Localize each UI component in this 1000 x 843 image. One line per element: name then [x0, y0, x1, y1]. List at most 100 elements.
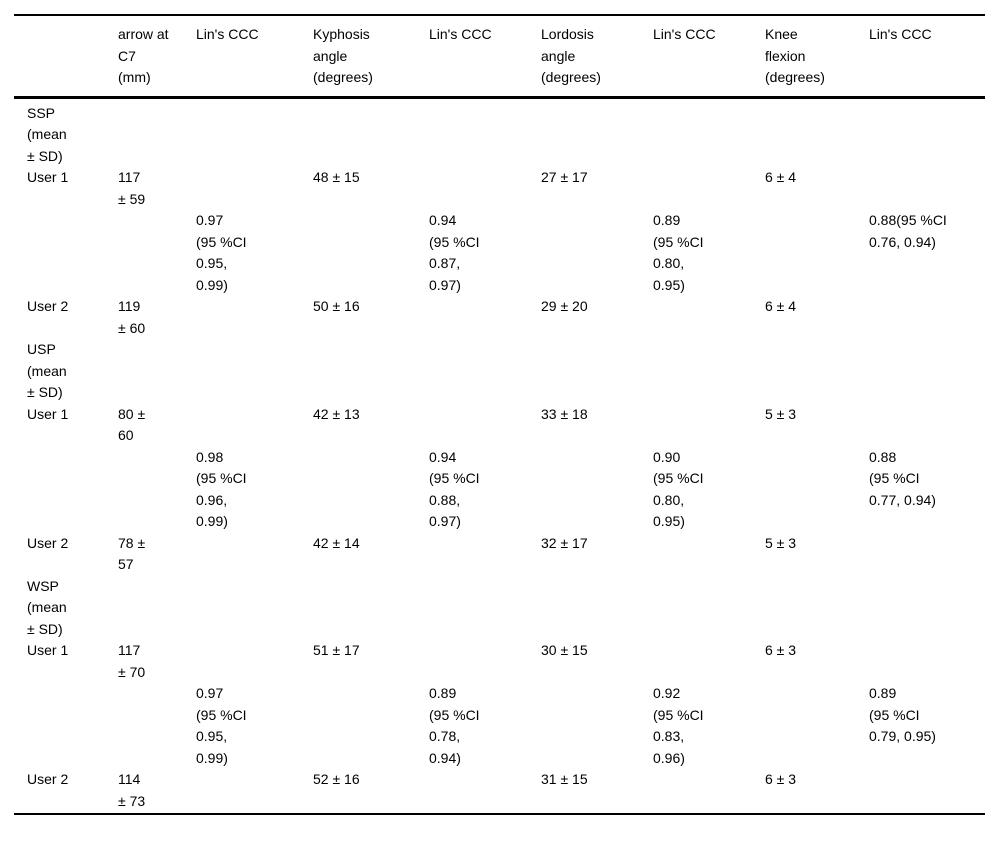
header-cell-lins-ccc-3: Lin's CCC	[653, 26, 716, 42]
table-cell: 6 ± 4	[765, 298, 797, 314]
table-cell: 0.90 (95 %CI 0.80, 0.95)	[653, 448, 704, 530]
table-cell	[869, 769, 985, 814]
table-cell	[196, 640, 313, 683]
table-cell	[118, 97, 196, 167]
table-cell: 6 ± 4	[765, 169, 797, 185]
header-cell-lins-ccc-1: Lin's CCC	[196, 26, 259, 42]
table-cell	[313, 97, 429, 167]
table-cell: 6 ± 3	[765, 771, 797, 787]
table-cell: 29 ± 20	[541, 298, 588, 314]
table-cell	[429, 576, 541, 641]
table-cell	[429, 640, 541, 683]
table-cell	[869, 97, 985, 167]
table-cell: 51 ± 17	[313, 642, 360, 658]
table-cell	[869, 339, 985, 404]
table-cell	[196, 97, 313, 167]
row-label-cell: SSP (mean ± SD)	[27, 104, 67, 164]
table-cell: 0.89 (95 %CI 0.79, 0.95)	[869, 685, 936, 744]
table-cell	[653, 97, 765, 167]
row-label-cell: User 1	[27, 642, 69, 658]
table-cell	[765, 97, 869, 167]
table-cell	[541, 683, 653, 769]
table-row: User 1 80 ± 60 42 ± 13 33 ± 18 5 ± 3	[14, 404, 985, 447]
table-cell	[541, 447, 653, 533]
table-cell: 0.88 (95 %CI 0.77, 0.94)	[869, 448, 936, 508]
table-cell	[653, 769, 765, 814]
table-cell	[869, 640, 985, 683]
table-cell	[429, 296, 541, 339]
row-label-cell	[14, 683, 118, 769]
table-cell: 42 ± 14	[313, 534, 360, 551]
table-cell	[653, 296, 765, 339]
table-cell	[118, 447, 196, 533]
table-cell: 0.94 (95 %CI 0.87, 0.97)	[429, 212, 480, 293]
table-cell	[196, 296, 313, 339]
table-cell: 5 ± 3	[765, 534, 797, 551]
table-cell: 33 ± 18	[541, 405, 588, 422]
table-cell: 50 ± 16	[313, 298, 360, 314]
table-cell	[653, 404, 765, 447]
table-cell	[118, 576, 196, 641]
table-cell: 0.94 (95 %CI 0.88, 0.97)	[429, 448, 480, 530]
table-cell	[196, 533, 313, 576]
table-cell	[869, 576, 985, 641]
table-cell	[118, 210, 196, 296]
table-cell	[541, 97, 653, 167]
table-cell	[313, 447, 429, 533]
table-cell	[196, 576, 313, 641]
table-row: User 2 114 ± 73 52 ± 16 31 ± 15 6 ± 3	[14, 769, 985, 814]
table-cell: 32 ± 17	[541, 534, 588, 551]
table-cell: 78 ± 57	[118, 534, 146, 573]
table-cell	[429, 339, 541, 404]
table-cell	[765, 576, 869, 641]
table-row: User 2 119 ± 60 50 ± 16 29 ± 20 6 ± 4	[14, 296, 985, 339]
table-cell	[313, 210, 429, 296]
table-cell	[429, 533, 541, 576]
header-cell-lins-ccc-2: Lin's CCC	[429, 26, 492, 42]
table-cell: 0.97 (95 %CI 0.95, 0.99)	[196, 212, 247, 293]
table-cell	[653, 640, 765, 683]
table-cell: 6 ± 3	[765, 642, 797, 658]
table-row: 0.98 (95 %CI 0.96, 0.99) 0.94 (95 %CI 0.8…	[14, 447, 985, 533]
table-cell	[118, 683, 196, 769]
table-cell: 117 ± 70	[118, 642, 146, 680]
table-cell	[765, 683, 869, 769]
table-cell: 117 ± 59	[118, 169, 146, 207]
table-cell: 0.98 (95 %CI 0.96, 0.99)	[196, 448, 247, 530]
table-cell	[869, 404, 985, 447]
row-label-cell: User 2	[27, 298, 69, 314]
table-cell	[541, 210, 653, 296]
table-cell: 80 ± 60	[118, 405, 146, 444]
header-cell-lordosis-angle: Lordosis angle (degrees)	[541, 26, 601, 85]
table-cell: 119 ± 60	[118, 298, 146, 336]
table-cell	[869, 533, 985, 576]
table-cell	[869, 167, 985, 210]
row-label-cell: User 2	[27, 771, 69, 787]
table-body: SSP (mean ± SD) User 1 117 ± 59 48 ± 15 27 ±…	[14, 97, 985, 814]
table-cell	[765, 210, 869, 296]
table-row: User 2 78 ± 57 42 ± 14 32 ± 17 5 ± 3	[14, 533, 985, 576]
results-table: arrow at C7 (mm) Lin's CCC Kyphosis angl…	[14, 14, 985, 815]
table-cell	[429, 769, 541, 814]
table-cell	[653, 533, 765, 576]
table-cell: 0.88(95 %CI 0.76, 0.94)	[869, 212, 947, 250]
table-row: 0.97 (95 %CI 0.95, 0.99) 0.94 (95 %CI 0.8…	[14, 210, 985, 296]
table-cell	[196, 769, 313, 814]
table-header: arrow at C7 (mm) Lin's CCC Kyphosis angl…	[14, 15, 985, 97]
table-cell	[313, 576, 429, 641]
table-row: User 1 117 ± 59 48 ± 15 27 ± 17 6 ± 4	[14, 167, 985, 210]
table-cell	[541, 576, 653, 641]
paper-table-page: arrow at C7 (mm) Lin's CCC Kyphosis angl…	[0, 14, 1000, 843]
table-row: User 1 117 ± 70 51 ± 17 30 ± 15 6 ± 3	[14, 640, 985, 683]
header-row: arrow at C7 (mm) Lin's CCC Kyphosis angl…	[14, 15, 985, 97]
table-cell	[653, 576, 765, 641]
table-cell: 42 ± 13	[313, 405, 360, 422]
table-cell	[196, 339, 313, 404]
table-cell: 5 ± 3	[765, 405, 797, 422]
table-cell: 48 ± 15	[313, 169, 360, 185]
table-row: WSP (mean ± SD)	[14, 576, 985, 641]
row-label-cell	[14, 210, 118, 296]
row-label-cell: User 1	[27, 169, 69, 185]
table-cell	[429, 167, 541, 210]
table-cell: 30 ± 15	[541, 642, 588, 658]
